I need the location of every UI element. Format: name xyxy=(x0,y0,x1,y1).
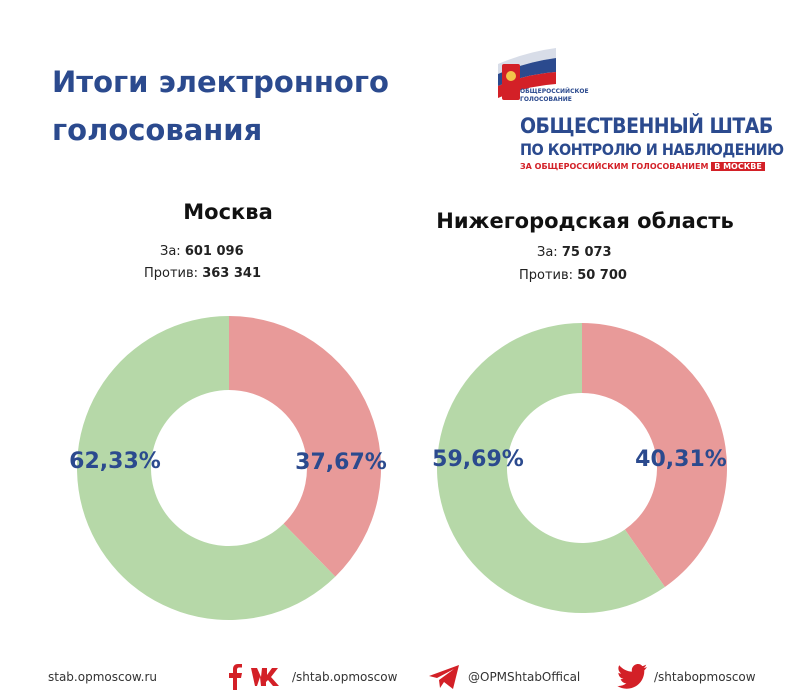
page-title-line-1: Итоги электронного xyxy=(52,65,389,99)
facebook-icon[interactable] xyxy=(228,664,242,690)
moscow-for-stat: За: 601 096 xyxy=(160,244,244,259)
twitter-icon[interactable] xyxy=(616,664,648,690)
region-title-nizhny: Нижегородская область xyxy=(436,209,734,233)
vk-handle-link[interactable]: /shtab.opmoscow xyxy=(292,670,398,684)
data-label-against: 40,31% xyxy=(635,447,727,472)
data-label-for: 62,33% xyxy=(69,449,161,474)
vk-icon[interactable] xyxy=(250,666,284,686)
twitter-handle-link[interactable]: /shtabopmoscow xyxy=(654,670,756,684)
telegram-handle-link[interactable]: @OPMShtabOffical xyxy=(468,670,581,684)
page-title: Итоги электронного голосования xyxy=(52,58,472,154)
nizhny-for-stat: За: 75 073 xyxy=(537,245,612,260)
logo-small-text: ОБЩЕРОССИЙСКОЕ ГОЛОСОВАНИЕ xyxy=(520,88,600,104)
footer: stab.opmoscow.ru /shtab.opmoscow @OPMSht… xyxy=(0,656,800,699)
donut-slice-for xyxy=(436,323,665,613)
donut-slice-against xyxy=(229,316,382,577)
nizhny-for-value: 75 073 xyxy=(561,245,612,260)
logo-line-2: ПО КОНТРОЛЮ И НАБЛЮДЕНИЮ xyxy=(520,140,784,159)
data-label-for: 59,69% xyxy=(432,447,524,472)
nizhny-against-stat: Против: 50 700 xyxy=(519,268,627,283)
moscow-against-value: 363 341 xyxy=(202,266,261,281)
logo-small-line-2: ГОЛОСОВАНИЕ xyxy=(520,96,572,103)
moscow-for-value: 601 096 xyxy=(184,244,244,259)
nizhny-for-label: За: xyxy=(537,245,558,260)
donut-chart-moscow: 37,67% 62,33% xyxy=(69,315,387,620)
page-title-line-2: голосования xyxy=(52,113,263,147)
logo-line-3: ЗА ОБЩЕРОССИЙСКИМ ГОЛОСОВАНИЕМ В МОСКВЕ xyxy=(520,162,765,171)
logo-line-3-text: ЗА ОБЩЕРОССИЙСКИМ ГОЛОСОВАНИЕМ xyxy=(520,162,709,171)
headquarters-logo: ОБЩЕРОССИЙСКОЕ ГОЛОСОВАНИЕ ОБЩЕСТВЕННЫЙ … xyxy=(484,44,784,174)
logo-small-line-1: ОБЩЕРОССИЙСКОЕ xyxy=(520,88,589,95)
donut-chart-nizhny: 40,31% 59,69% xyxy=(432,323,727,613)
telegram-icon[interactable] xyxy=(428,664,460,690)
data-label-against: 37,67% xyxy=(295,450,387,475)
moscow-against-stat: Против: 363 341 xyxy=(144,266,261,281)
nizhny-against-value: 50 700 xyxy=(577,268,627,283)
moscow-against-label: Против: xyxy=(144,266,199,281)
donut-slice-for xyxy=(77,315,336,620)
website-link[interactable]: stab.opmoscow.ru xyxy=(48,670,157,684)
logo-badge: В МОСКВЕ xyxy=(711,162,765,171)
flag-emblem-icon xyxy=(498,48,556,100)
nizhny-against-label: Против: xyxy=(519,268,574,283)
donut-slice-against xyxy=(582,323,727,587)
moscow-for-label: За: xyxy=(160,244,181,259)
logo-line-1: ОБЩЕСТВЕННЫЙ ШТАБ xyxy=(520,114,773,138)
region-title-moscow: Москва xyxy=(183,200,273,224)
